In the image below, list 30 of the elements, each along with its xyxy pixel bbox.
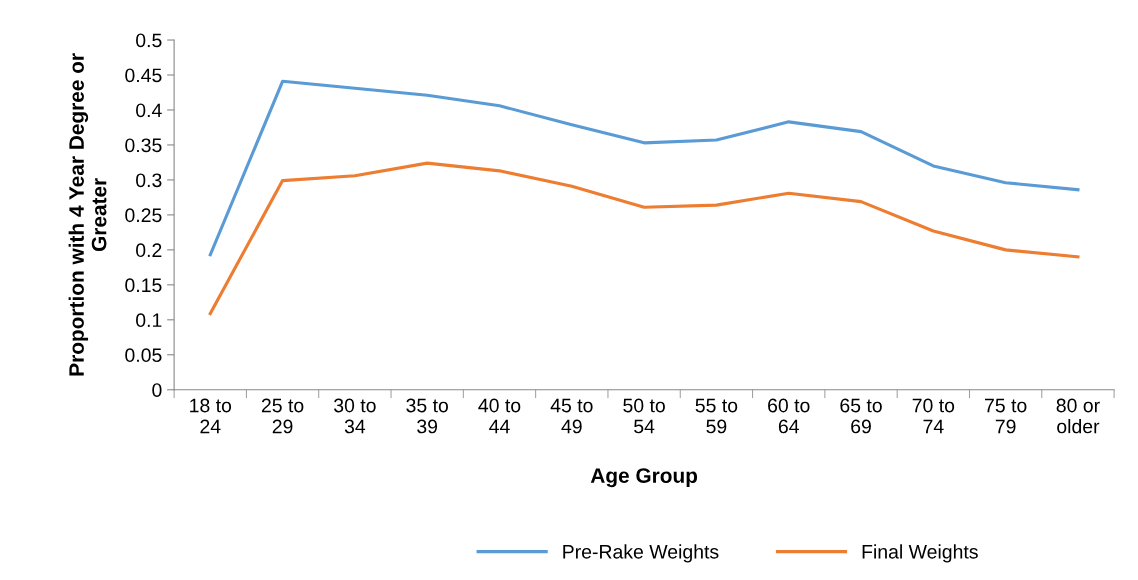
line-series	[208, 161, 1080, 316]
x-tick-label: 55 to 59	[695, 398, 738, 434]
x-tick-label: 18 to 24	[190, 398, 232, 434]
line-series	[208, 79, 1080, 257]
x-tick-label: 50 to 54	[623, 398, 665, 434]
x-tick-label: 30 to 34	[334, 398, 376, 434]
y-tick-label: 0.2	[136, 243, 162, 258]
y-tick-label: 0	[152, 383, 162, 397]
y-tick-label: 0.35	[125, 138, 162, 153]
y-tick-label: 0.3	[136, 173, 162, 188]
y-tick-label: 0.15	[125, 278, 162, 293]
legend-label: Pre-Rake Weights	[563, 544, 719, 563]
x-tick-label: 60 to 64	[768, 398, 810, 434]
x-tick-label: 70 to 74	[912, 398, 955, 434]
x-axis-title: Age Group	[590, 468, 698, 488]
y-tick-label: 0.45	[125, 68, 162, 83]
y-axis-title: Proportion with 4 Year Degree or Greater	[68, 53, 107, 376]
x-tick-label: 75 to 79	[985, 398, 1027, 434]
x-tick-label: 40 to 44	[478, 398, 521, 434]
y-tick-label: 0.4	[136, 103, 162, 118]
y-tick-label: 0.5	[136, 33, 162, 48]
x-tick-label: 80 or older	[1056, 398, 1100, 434]
y-tick-label: 0.1	[136, 313, 162, 328]
y-tick-label: 0.25	[125, 208, 162, 223]
x-tick-label: 35 to 39	[406, 398, 448, 434]
y-tick-label: 0.05	[125, 348, 162, 363]
x-tick-label: 65 to 69	[840, 398, 882, 434]
x-tick-label: 45 to 49	[550, 398, 593, 434]
x-tick-label: 25 to 29	[261, 398, 304, 434]
legend-label: Final Weights	[862, 544, 978, 563]
